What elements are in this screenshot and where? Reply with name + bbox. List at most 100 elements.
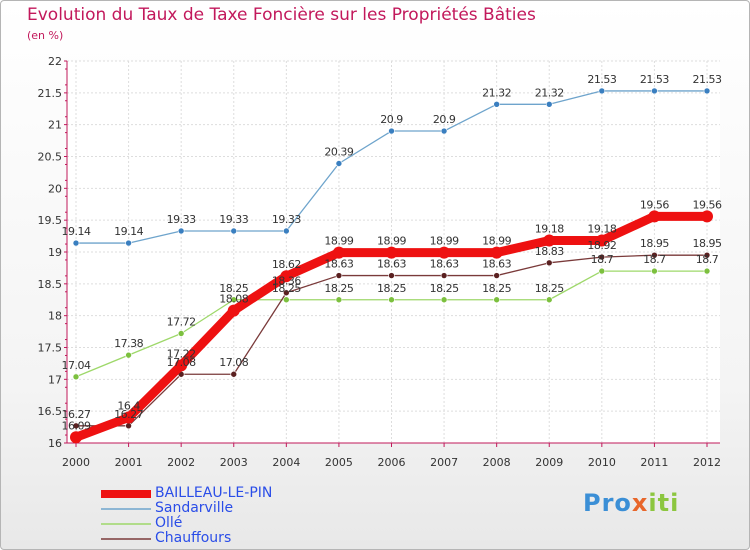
data-label: 20.39 xyxy=(324,146,353,159)
data-point xyxy=(388,127,395,135)
data-point xyxy=(490,246,503,259)
data-point xyxy=(230,370,238,378)
y-tick-label: 16 xyxy=(48,437,62,450)
data-label: 19.14 xyxy=(114,225,143,238)
logo-part: x xyxy=(631,489,649,517)
data-label: 19.33 xyxy=(219,213,248,226)
y-tick-label: 16.5 xyxy=(38,405,63,418)
data-point xyxy=(388,272,395,279)
axes: 16 16.5 17 17.5 18 18.5 19 19.5 20 20.5 21 21.5 22 20… xyxy=(38,55,722,469)
data-label: 21.53 xyxy=(587,73,616,86)
data-point xyxy=(177,227,185,235)
data-label: 18.7 xyxy=(591,253,614,266)
legend-swatch xyxy=(101,507,151,510)
y-tick-label: 19.5 xyxy=(38,214,63,227)
data-label: 18.25 xyxy=(535,282,564,295)
legend-swatch xyxy=(101,489,151,498)
data-label: 21.53 xyxy=(640,73,669,86)
x-tick-label: 2003 xyxy=(220,456,248,469)
data-label: 18.25 xyxy=(430,282,459,295)
data-point xyxy=(388,296,395,304)
data-point xyxy=(493,272,500,279)
data-point xyxy=(703,87,711,95)
x-tick-label: 2011 xyxy=(640,456,668,469)
data-point xyxy=(335,160,343,167)
data-point xyxy=(230,227,238,235)
data-point xyxy=(598,87,606,95)
x-tick-label: 2005 xyxy=(325,456,353,469)
data-label: 20.9 xyxy=(380,113,403,126)
legend-label: BAILLEAU-LE-PIN xyxy=(155,485,273,501)
data-label: 19.33 xyxy=(167,213,196,226)
data-point xyxy=(598,267,606,275)
data-label: 18.63 xyxy=(324,258,353,271)
y-tick-label: 20 xyxy=(48,182,62,195)
data-point xyxy=(227,304,240,317)
data-label: 21.32 xyxy=(482,86,511,99)
legend-label: Sandarville xyxy=(155,500,234,516)
data-point xyxy=(283,296,290,304)
data-label: 16.27 xyxy=(62,408,91,421)
x-tick-label: 2009 xyxy=(535,456,563,469)
data-point xyxy=(280,270,293,283)
data-label: 18.7 xyxy=(643,253,666,266)
data-label: 18.95 xyxy=(693,237,722,250)
x-tick-label: 2007 xyxy=(430,456,458,469)
data-point xyxy=(598,253,606,261)
y-tick-label: 22 xyxy=(48,55,62,68)
data-point xyxy=(283,289,290,297)
data-label: 17.08 xyxy=(167,356,196,369)
y-tick-label: 18.5 xyxy=(38,278,63,291)
data-point xyxy=(651,87,658,95)
legend-item-bailleau[interactable]: BAILLEAU-LE-PIN xyxy=(101,486,272,501)
data-label: 18.25 xyxy=(482,282,511,295)
data-label: 17.08 xyxy=(219,356,248,369)
data-point xyxy=(648,210,661,223)
line-chart: 16 16.5 17 17.5 18 18.5 19 19.5 20 20.5 21 21.5 22 20… xyxy=(38,55,723,469)
y-tick-label: 17.5 xyxy=(38,342,63,355)
data-label: 16.4 xyxy=(117,400,140,413)
data-point xyxy=(701,210,713,223)
x-tick-label: 2000 xyxy=(62,456,90,469)
data-label: 17.22 xyxy=(167,347,196,360)
x-tick-label: 2006 xyxy=(378,456,406,469)
y-tick-label: 21 xyxy=(48,119,62,132)
data-label: 19.56 xyxy=(693,198,722,211)
legend-swatch xyxy=(101,522,151,525)
logo-part: iti xyxy=(648,489,680,517)
data-point xyxy=(493,296,500,304)
data-label: 18.62 xyxy=(272,258,301,271)
data-label: 19.18 xyxy=(535,223,564,236)
series-lines xyxy=(70,87,713,444)
legend-item-olle[interactable]: Ollé xyxy=(101,516,272,531)
data-point xyxy=(438,246,451,259)
legend-item-chauffours[interactable]: Chauffours xyxy=(101,531,272,546)
data-label: 18.36 xyxy=(272,275,301,288)
data-point xyxy=(122,411,135,424)
y-tick-label: 18 xyxy=(48,310,62,323)
data-point xyxy=(440,272,448,279)
proxiti-logo[interactable]: Proxiti xyxy=(583,489,679,517)
data-label: 20.9 xyxy=(433,113,456,126)
data-point xyxy=(283,227,290,235)
data-point xyxy=(177,330,185,337)
legend-label: Chauffours xyxy=(155,530,232,546)
data-label: 19.18 xyxy=(587,223,616,236)
data-point xyxy=(545,100,553,108)
data-point xyxy=(385,246,398,259)
data-point xyxy=(543,234,556,247)
data-label: 18.25 xyxy=(324,282,353,295)
data-label: 17.38 xyxy=(114,337,143,350)
x-tick-label: 2004 xyxy=(272,456,300,469)
data-point xyxy=(332,246,345,259)
legend-item-sandarville[interactable]: Sandarville xyxy=(101,501,272,516)
data-point xyxy=(70,431,82,444)
data-point xyxy=(651,251,658,259)
data-label: 18.25 xyxy=(272,282,301,295)
data-point xyxy=(72,373,80,381)
data-point xyxy=(493,100,500,108)
data-point xyxy=(703,267,711,275)
data-label: 17.04 xyxy=(62,359,91,372)
data-label: 18.99 xyxy=(324,235,353,248)
